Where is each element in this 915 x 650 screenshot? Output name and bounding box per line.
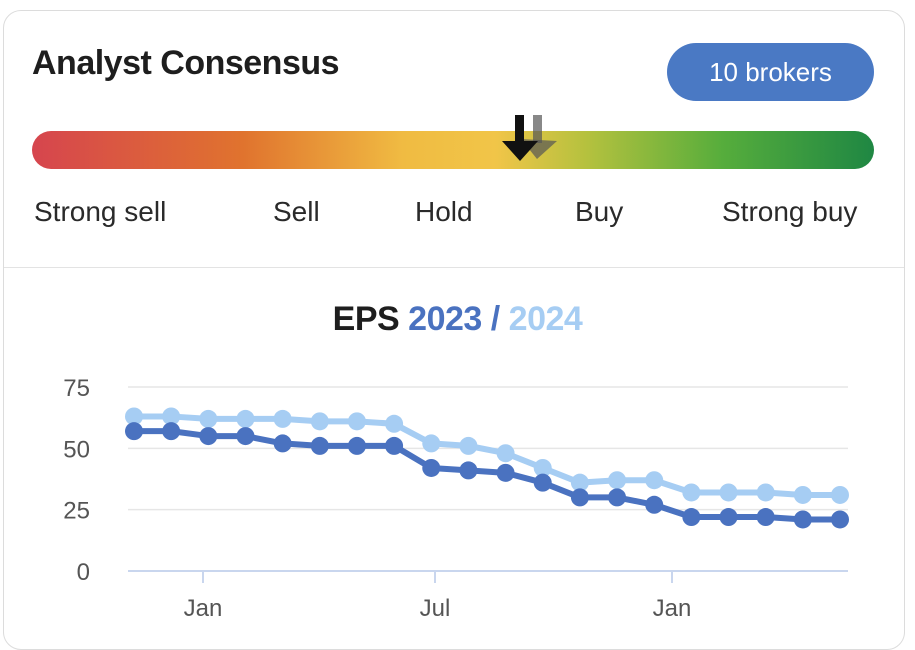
x-tick-label: Jan (653, 595, 692, 622)
eps-prefix: EPS (332, 300, 400, 338)
data-point-2023 (273, 434, 292, 453)
data-point-2024 (682, 483, 701, 502)
data-point-2024 (273, 409, 292, 428)
data-point-2023 (533, 473, 552, 492)
y-tick-label: 50 (63, 436, 90, 463)
scale-label-buy: Buy (575, 196, 624, 227)
y-tick-label: 75 (63, 375, 90, 402)
data-point-2023 (459, 461, 478, 480)
data-point-2024 (236, 409, 255, 428)
data-point-2024 (719, 483, 738, 502)
data-point-2023 (385, 436, 404, 455)
data-point-2023 (162, 422, 181, 441)
x-tick-label: Jul (420, 595, 451, 622)
scale-label-strong-sell: Strong sell (34, 196, 167, 227)
brokers-count-badge[interactable]: 10 brokers (667, 43, 874, 101)
data-point-2024 (347, 412, 366, 431)
y-tick-label: 0 (77, 559, 90, 586)
data-point-2024 (125, 407, 143, 426)
data-point-2023 (125, 422, 143, 441)
data-point-2024 (310, 412, 329, 431)
scale-label-sell: Sell (273, 196, 320, 227)
section-divider (4, 267, 904, 268)
data-point-2024 (570, 473, 589, 492)
scale-label-strong-buy: Strong buy (722, 196, 858, 227)
data-point-2024 (793, 485, 812, 504)
data-point-2024 (831, 485, 849, 504)
data-point-2023 (793, 510, 812, 529)
y-tick-label: 25 (63, 498, 90, 525)
data-point-2024 (422, 434, 441, 453)
consensus-gauge-bar (32, 131, 874, 169)
eps-line-chart: 75 50 25 0 Jan Jul Jan (63, 375, 849, 622)
data-point-2024 (496, 444, 515, 463)
data-point-2024 (459, 436, 478, 455)
data-point-2023 (645, 495, 664, 514)
analyst-consensus-card (3, 10, 905, 650)
data-point-2023 (236, 427, 255, 446)
data-point-2023 (682, 508, 701, 527)
eps-year-2023: 2023 (408, 300, 482, 338)
data-point-2024 (608, 471, 627, 490)
series-line-2024 (134, 413, 840, 498)
data-point-2023 (831, 510, 849, 529)
data-point-2024 (162, 407, 181, 426)
current-consensus-arrow-icon (502, 115, 538, 161)
data-point-2023 (719, 508, 738, 527)
data-point-2024 (533, 458, 552, 477)
data-point-2024 (385, 414, 404, 433)
data-point-2023 (422, 458, 441, 477)
data-point-2024 (199, 409, 218, 428)
eps-year-2024: 2024 (508, 300, 583, 338)
series-line-2023 (134, 428, 840, 523)
data-point-2023 (347, 436, 366, 455)
data-point-2023 (310, 436, 329, 455)
data-point-2023 (608, 488, 627, 507)
x-tick-label: Jan (184, 595, 223, 622)
data-point-2023 (756, 508, 775, 527)
card-title: Analyst Consensus (32, 44, 340, 82)
data-point-2024 (645, 471, 664, 490)
data-point-2023 (496, 463, 515, 482)
data-point-2023 (570, 488, 589, 507)
eps-chart-title: EPS 2023 / 2024 (0, 300, 915, 339)
scale-label-hold: Hold (415, 196, 473, 227)
data-point-2023 (199, 427, 218, 446)
eps-separator: / (481, 300, 500, 338)
data-point-2024 (756, 483, 775, 502)
